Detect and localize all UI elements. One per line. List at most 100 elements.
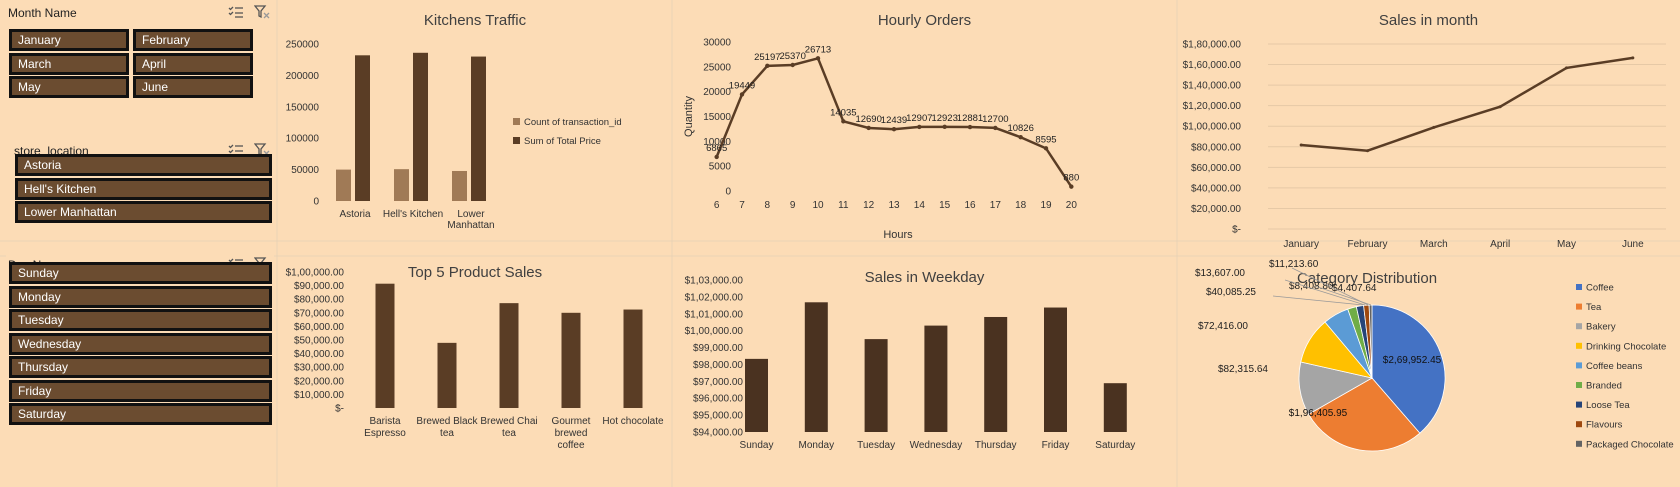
x-tick-label: Gourmet brewed coffee (552, 416, 591, 451)
y-tick-label: $40,000.00 (294, 349, 344, 360)
slicer-item-friday[interactable]: Friday (9, 380, 272, 402)
chart-hourly-orders: Hourly Orders 0 5000 10000 15000 20000 25000 3… (672, 0, 1177, 255)
sales-in-month-plot: $- $20,000.00 $40,000.00 $60,000.00 $80,000.… (1177, 0, 1680, 255)
chart-sales-in-weekday: Sales in Weekday $94,000.00 $95,000.00 $96… (672, 256, 1177, 487)
slicer-store: store_location Astoria Hell's Kitchen Lowe… (12, 140, 274, 240)
legend-label-drinking-chocolate: Drinking Chocolate (1586, 341, 1666, 352)
data-label: 6865 (706, 143, 727, 154)
data-point (816, 56, 820, 60)
data-point (866, 126, 870, 130)
y-tick-label: $1,00,000.00 (685, 326, 744, 337)
data-label: 25197 (754, 52, 780, 63)
x-tick-label: Lower Manhattan (447, 209, 494, 231)
x-tick-label: March (1420, 239, 1448, 250)
legend-swatch-count-of-transaction-id (513, 118, 520, 125)
y-tick-label: $1,20,000.00 (1183, 101, 1242, 112)
legend-swatch-coffee-beans (1576, 362, 1582, 368)
y-tick-label: $20,000.00 (1191, 204, 1241, 215)
data-label: 14035 (830, 107, 856, 118)
slicer-item-thursday[interactable]: Thursday (9, 356, 272, 378)
y-tick-label: $90,000.00 (294, 281, 344, 292)
legend-label-loose-tea: Loose Tea (1586, 400, 1630, 411)
y-tick-label: $1,02,000.00 (685, 292, 744, 303)
bar-hot-chocolate (624, 310, 643, 408)
bar-wednesday (924, 326, 947, 432)
y-tick-label: $96,000.00 (693, 394, 743, 405)
x-tick-label: Saturday (1095, 440, 1135, 451)
x-tick-label: 17 (990, 200, 1002, 211)
bar-sum-of-total-price-astoria (355, 55, 370, 201)
x-tick-label: Friday (1042, 440, 1070, 451)
multi-select-icon[interactable] (228, 5, 244, 19)
data-label: 26713 (805, 44, 831, 55)
data-label-branded: $13,607.00 (1195, 268, 1245, 279)
sales-in-weekday-plot: $94,000.00 $95,000.00 $96,000.00 $97,000.00… (672, 256, 1177, 487)
legend-label-branded: Branded (1586, 381, 1622, 392)
x-tick-label: 14 (914, 200, 926, 211)
slicer-month: Month Name January February March April May J… (6, 2, 274, 106)
data-point (917, 125, 921, 129)
bar-count-of-transaction-id-hell-s-kitchen (394, 169, 409, 201)
data-point (1499, 105, 1502, 108)
data-point (968, 125, 972, 129)
x-tick-label: 20 (1066, 200, 1078, 211)
y-tick-label: $80,000.00 (1191, 142, 1241, 153)
slicer-item-april[interactable]: April (133, 53, 253, 75)
clear-filter-icon[interactable] (254, 5, 270, 19)
slicer-item-hell-s-kitchen[interactable]: Hell's Kitchen (15, 178, 272, 200)
y-tick-label: 200000 (286, 71, 320, 82)
x-tick-label: May (1557, 239, 1576, 250)
bar-gourmet-brewed-coffee (562, 313, 581, 408)
slicer-item-march[interactable]: March (9, 53, 129, 75)
legend-swatch-loose-tea (1576, 402, 1582, 408)
bar-count-of-transaction-id-astoria (336, 170, 351, 201)
x-tick-label: Brewed Black tea (416, 416, 478, 439)
slicer-item-june[interactable]: June (133, 76, 253, 98)
slicer-month-title: Month Name (8, 6, 77, 20)
y-tick-label: $95,000.00 (693, 411, 743, 422)
x-tick-label: 19 (1040, 200, 1052, 211)
y-tick-label: $60,000.00 (1191, 163, 1241, 174)
bar-friday (1044, 308, 1067, 432)
data-point (1018, 135, 1022, 139)
y-axis-title: Quantity (683, 96, 695, 137)
x-tick-label: February (1347, 239, 1387, 250)
data-point (790, 63, 794, 67)
legend-swatch-tea (1576, 304, 1582, 310)
y-tick-label: 0 (725, 187, 731, 198)
slicer-item-january[interactable]: January (9, 29, 129, 51)
y-tick-label: $97,000.00 (693, 377, 743, 388)
y-tick-label: 15000 (703, 112, 731, 123)
data-label-coffee-beans: $40,085.25 (1206, 287, 1256, 298)
slicer-item-may[interactable]: May (9, 76, 129, 98)
category-distribution-plot: $2,69,952.45 $1,96,405.95 $82,315.64 $72,41… (1177, 256, 1680, 487)
slicer-item-wednesday[interactable]: Wednesday (9, 333, 272, 355)
slicer-item-saturday[interactable]: Saturday (9, 403, 272, 425)
x-tick-label: 6 (714, 200, 720, 211)
bar-tuesday (865, 339, 888, 432)
slicer-item-february[interactable]: February (133, 29, 253, 51)
slicer-item-monday[interactable]: Monday (9, 286, 272, 308)
x-tick-label: Wednesday (910, 440, 963, 451)
data-label-packaged-chocolate: $4,407.64 (1332, 283, 1377, 294)
data-point (765, 64, 769, 68)
data-point (1366, 149, 1369, 152)
x-tick-label: Astoria (339, 209, 371, 220)
data-point (892, 127, 896, 131)
y-tick-label: $20,000.00 (294, 376, 344, 387)
chart-top5-products: Top 5 Product Sales $- $10,000.00 $20,000.… (278, 256, 672, 487)
slicer-item-tuesday[interactable]: Tuesday (9, 309, 272, 331)
x-tick-label: 11 (838, 200, 849, 211)
y-tick-label: $10,000.00 (294, 390, 344, 401)
slicer-item-sunday[interactable]: Sunday (9, 262, 272, 284)
legend-swatch-bakery (1576, 323, 1582, 329)
data-point (1432, 126, 1435, 129)
data-point (1565, 66, 1568, 69)
y-tick-label: 100000 (286, 134, 320, 145)
x-tick-label: 10 (812, 200, 824, 211)
data-label-coffee: $2,69,952.45 (1383, 355, 1442, 366)
slicer-item-astoria[interactable]: Astoria (15, 154, 272, 176)
slicer-item-lower-manhattan[interactable]: Lower Manhattan (15, 201, 272, 223)
data-label: 8595 (1035, 134, 1056, 145)
y-tick-label: $50,000.00 (294, 336, 344, 347)
